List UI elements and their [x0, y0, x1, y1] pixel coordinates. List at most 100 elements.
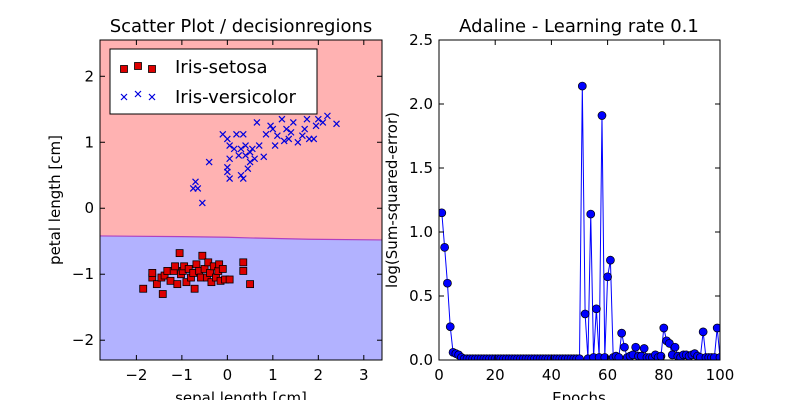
setosa-point [139, 284, 148, 293]
versicolor-point [312, 122, 320, 130]
legend-box [109, 48, 318, 115]
versicolor-point [301, 125, 309, 133]
versicolor-point [230, 145, 238, 153]
right-y-ticks: 0.0 0.5 1.0 1.5 2.0 2.5 [409, 31, 720, 369]
versicolor-point [303, 115, 311, 123]
cost-point [580, 309, 590, 319]
versicolor-point [294, 138, 302, 146]
right-chart-title: Adaline - Learning rate 0.1 [459, 16, 699, 37]
versicolor-point [323, 112, 331, 120]
legend-versicolor-x [148, 93, 156, 101]
right-x-axis-label: Epochs [552, 389, 606, 400]
setosa-point [175, 249, 184, 258]
y-tick-label: 2.5 [409, 31, 433, 49]
cost-point [639, 344, 649, 353]
versicolor-point [255, 142, 263, 149]
setosa-point [152, 280, 161, 289]
setosa-point [171, 262, 179, 271]
legend-versicolor-x [120, 93, 128, 101]
versicolor-point [246, 158, 254, 166]
versicolor-point [192, 178, 199, 186]
decision-boundary [100, 235, 382, 241]
setosa-point [225, 275, 234, 284]
versicolor-point [242, 152, 249, 159]
right-x-ticks: 0 20 40 60 80 100 [434, 40, 734, 384]
cost-point [440, 243, 449, 252]
legend-marker-iris-setosa [120, 62, 156, 73]
y-tick-label: −1 [72, 265, 94, 283]
legend: Iris-setosa Iris-versicolor [109, 48, 318, 115]
cost-series-line [441, 86, 720, 360]
versicolor-point [287, 128, 295, 136]
left-x-ticks: −2 −1 0 1 2 3 [125, 40, 369, 384]
y-tick-label: 2 [84, 67, 94, 85]
x-tick-label: 100 [706, 366, 735, 384]
x-tick-label: 1 [268, 366, 278, 384]
legend-setosa-square [148, 65, 156, 73]
left-x-axis-label: sepal length [cm] [175, 389, 307, 400]
versicolor-point [310, 135, 318, 143]
cost-point [575, 354, 584, 360]
legend-versicolor-x [134, 90, 142, 98]
versicolor-point [237, 171, 245, 179]
legend-setosa-square [134, 62, 142, 70]
cost-point [670, 342, 680, 352]
x-tick-label: 40 [542, 366, 561, 384]
cost-point [617, 328, 627, 338]
legend-label-iris-versicolor: Iris-versicolor [175, 87, 297, 108]
cost-point [656, 351, 666, 360]
versicolor-point [248, 145, 256, 153]
versicolor-point [273, 132, 281, 140]
region-iris-setosa [100, 235, 382, 360]
cost-point [445, 322, 455, 332]
y-tick-label: −2 [72, 331, 94, 349]
legend-marker-iris-versicolor [120, 90, 156, 101]
cost-point [439, 208, 447, 218]
cost-point [603, 272, 612, 282]
versicolor-point [242, 142, 249, 149]
versicolor-point [260, 153, 268, 161]
setosa-point [192, 260, 201, 269]
versicolor-point [246, 148, 254, 156]
versicolor-point [226, 175, 234, 182]
cost-point [614, 353, 624, 360]
versicolor-point [269, 125, 277, 133]
versicolor-point [262, 130, 270, 138]
setosa-point [148, 269, 157, 277]
legend-setosa-square [120, 65, 128, 73]
versicolor-point [198, 199, 206, 207]
versicolor-point [223, 168, 231, 176]
setosa-point [204, 258, 213, 267]
y-tick-label: 0 [84, 199, 94, 217]
x-tick-label: 2 [314, 366, 324, 384]
setosa-point [198, 251, 207, 260]
versicolor-point [244, 165, 252, 173]
y-tick-label: 1.5 [409, 159, 433, 177]
left-y-ticks: −2 −1 0 1 2 [72, 67, 382, 349]
decision-region-chart: −2 −1 0 1 2 3 −2 −1 0 1 2 Scatter Plot / decision… [46, 16, 383, 400]
cost-point [698, 327, 708, 337]
setosa-point [239, 267, 248, 275]
versicolor-point [223, 135, 231, 143]
cost-point [606, 255, 615, 265]
setosa-point [158, 290, 167, 298]
setosa-point [173, 280, 182, 289]
versicolor-point [278, 115, 286, 123]
x-tick-label: 0 [434, 366, 444, 384]
cost-point [586, 209, 596, 219]
x-tick-label: 80 [654, 366, 673, 384]
cost-point [443, 278, 452, 288]
versicolor-point [237, 145, 245, 153]
versicolor-point [333, 120, 340, 128]
versicolor-point [267, 122, 274, 130]
x-tick-label: 60 [598, 366, 617, 384]
x-tick-label: −2 [125, 366, 147, 384]
versicolor-point [251, 155, 259, 163]
x-tick-label: −1 [171, 366, 193, 384]
versicolor-point [226, 142, 234, 149]
setosa-point [163, 267, 172, 275]
versicolor-point [319, 119, 327, 126]
left-chart-title: Scatter Plot / decisionregions [110, 16, 373, 37]
versicolor-point [194, 185, 202, 192]
